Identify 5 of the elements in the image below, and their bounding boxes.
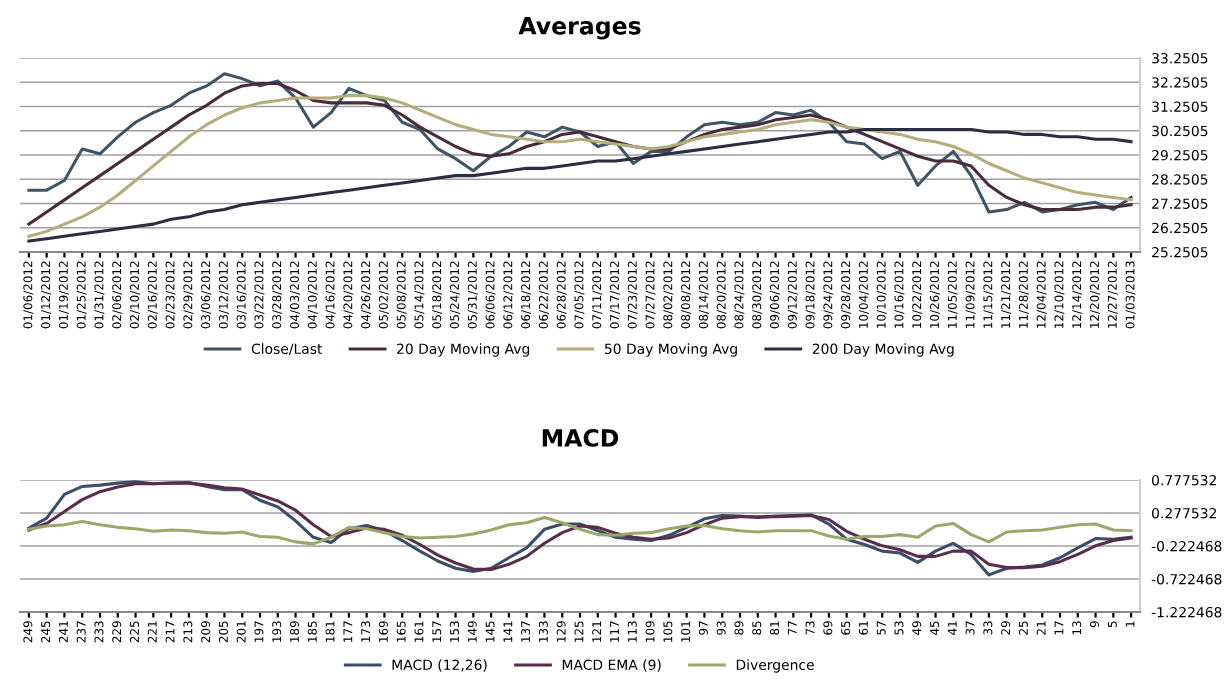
line-series bbox=[27, 94, 1133, 238]
chart-title: Averages bbox=[518, 17, 641, 40]
line-series bbox=[27, 128, 1133, 243]
chart-title: MACD bbox=[542, 428, 619, 447]
line-series bbox=[27, 515, 1133, 546]
